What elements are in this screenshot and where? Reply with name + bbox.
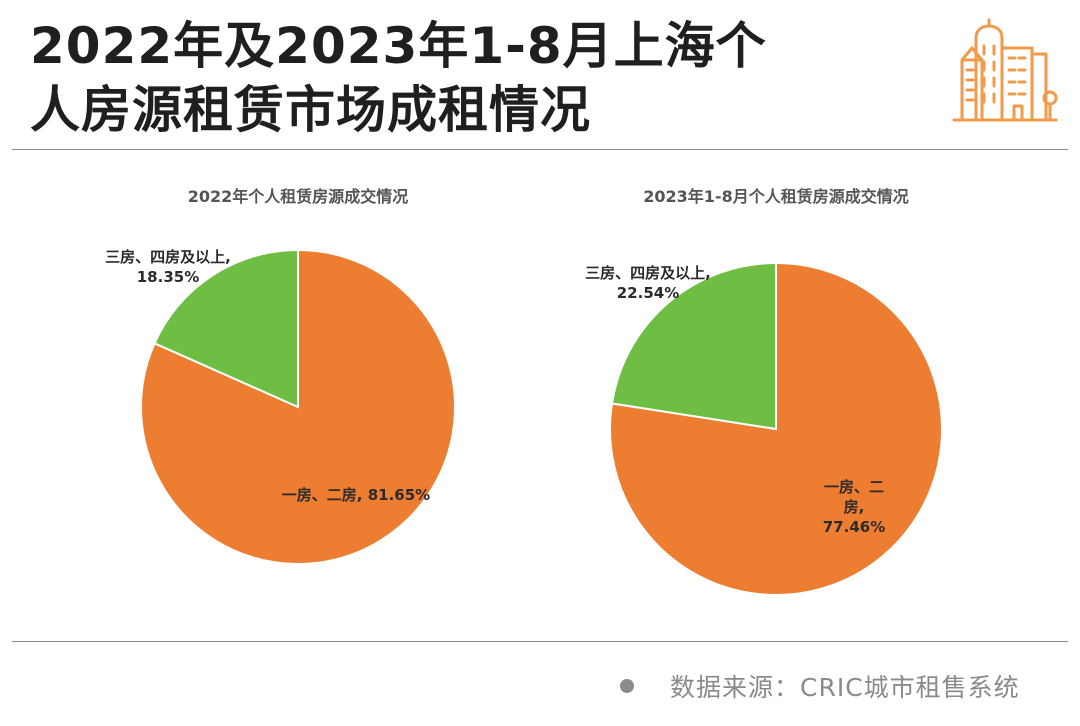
slice-label: 一房、二房, 77.46% [823,478,885,536]
bullet-dot [620,679,634,693]
page-title-line-1: 2022年及2023年1-8月上海个 [30,17,767,75]
pie-chart-2023: 2023年1-8月个人租赁房源成交情况 一房、二房, 77.46% 三房、四房及以上… [585,187,943,596]
pie-slice [153,248,299,409]
data-source-text: 数据来源：CRIC城市租售系统 [670,673,1020,702]
page-title: 2022年及2023年1-8月上海个 人房源租赁市场成租情况 [30,14,890,142]
chart-title-2023: 2023年1-8月个人租赁房源成交情况 [643,187,908,206]
pie-charts: 2022年个人租赁房源成交情况 一房、二房, 81.65% 三房、四房及以上, 18… [105,187,943,596]
chart-title-2022: 2022年个人租赁房源成交情况 [188,187,409,206]
data-source: 数据来源：CRIC城市租售系统 [620,668,1065,704]
building-icon [952,18,1058,122]
slice-label: 一房、二房, 81.65% [282,486,430,504]
pie-slice [610,261,777,431]
page-title-line-2: 人房源租赁市场成租情况 [30,81,591,139]
slice-label: 三房、四房及以上, 18.35% [105,248,231,286]
top-divider [12,149,1068,150]
pie-chart-2022: 2022年个人租赁房源成交情况 一房、二房, 81.65% 三房、四房及以上, 18… [105,187,456,565]
slice-label: 三房、四房及以上, 22.54% [585,264,711,302]
bottom-divider [12,641,1068,642]
